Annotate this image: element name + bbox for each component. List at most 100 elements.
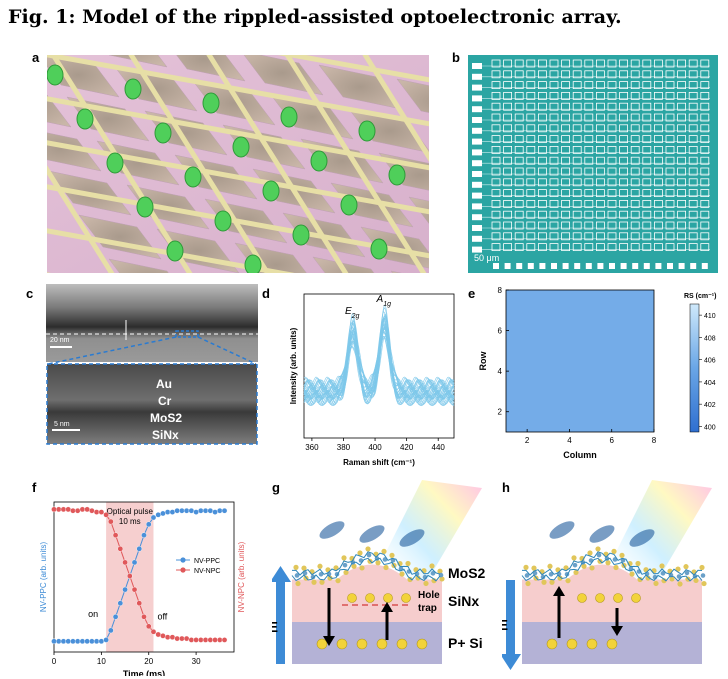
sulfur-atom	[335, 578, 341, 584]
data-point-nv-ppc	[98, 638, 105, 645]
chart-d-raman: 360 380 400 420 440 Raman shift (cm⁻¹) Intensi…	[289, 293, 455, 467]
data-point-nv-ppc	[122, 586, 128, 593]
sulfur-atom	[383, 564, 389, 571]
sulfur-atom	[431, 578, 437, 584]
sulfur-atom	[439, 576, 445, 582]
data-point-nv-npc	[164, 634, 171, 640]
sulfur-atom	[595, 546, 601, 552]
data-point-nv-ppc	[84, 638, 90, 645]
data-point-nv-ppc	[169, 509, 176, 515]
label-mos2: MoS2	[448, 565, 486, 581]
plot-frame	[53, 501, 235, 653]
sulfur-atom	[619, 552, 625, 558]
data-point-nv-npc	[126, 573, 133, 579]
hole-particle	[613, 593, 623, 603]
x-axis-title: Raman shift (cm⁻¹)	[343, 458, 415, 467]
data-point-nv-ppc	[216, 507, 223, 514]
x-tick-label: 440	[432, 443, 446, 452]
sulfur-atom	[375, 560, 381, 566]
molybdenum-atom	[596, 552, 602, 558]
sulfur-atom	[651, 568, 657, 574]
label-sinx: SiNx	[448, 593, 479, 609]
x-tick-label: 4	[567, 436, 572, 445]
colorbar-tick-label: 408	[704, 335, 716, 342]
data-point-nv-npc	[84, 506, 90, 513]
colorbar-tick-label: 400	[704, 424, 716, 431]
data-point-nv-ppc	[150, 514, 157, 521]
data-point-nv-npc	[193, 637, 199, 643]
data-point-nv-npc	[183, 635, 190, 642]
data-point-nv-ppc	[108, 627, 114, 634]
data-point-nv-ppc	[112, 613, 119, 620]
data-point-nv-npc	[93, 509, 100, 515]
figure-title: Fig. 1: Model of the rippled-assisted op…	[8, 6, 622, 28]
data-point-nv-npc	[103, 512, 109, 518]
data-point-nv-npc	[198, 637, 204, 643]
data-point-nv-ppc	[198, 507, 204, 514]
panel-b-micrograph: 50 μm	[468, 55, 718, 273]
sulfur-atom	[661, 578, 667, 584]
sulfur-atom	[701, 580, 707, 587]
sulfur-atom	[415, 575, 421, 581]
hole-particle	[566, 638, 578, 650]
data-point-nv-ppc	[74, 638, 81, 645]
legend-marker	[180, 557, 186, 563]
panel-label-h: h	[502, 480, 510, 495]
data-point-nv-ppc	[179, 507, 185, 514]
sulfur-atom	[653, 580, 659, 587]
data-point-nv-npc	[216, 637, 223, 643]
sulfur-atom	[343, 569, 349, 576]
lattice-bond	[521, 557, 703, 582]
sulfur-atom	[613, 564, 619, 571]
hole-particle	[396, 638, 408, 650]
photon-streak	[629, 529, 655, 547]
molybdenum-atom	[342, 562, 348, 568]
label-trap: trap	[418, 603, 437, 614]
sulfur-atom	[557, 575, 563, 581]
molybdenum-atom	[572, 562, 578, 568]
x-tick-label: 360	[305, 443, 319, 452]
data-point-nv-ppc	[131, 559, 138, 566]
data-point-nv-npc	[70, 507, 76, 514]
data-point-nv-npc	[202, 637, 209, 643]
legend-label-nv-npc: NV-NPC	[194, 568, 220, 575]
molybdenum-atom	[524, 573, 530, 578]
data-point-nv-ppc	[136, 546, 143, 552]
sulfur-atom	[301, 565, 307, 571]
scale-bar-c-bottom: 5 nm	[54, 421, 70, 428]
sulfur-atom	[523, 564, 529, 570]
legend-label-nv-ppc: NV-PPC	[194, 558, 220, 565]
photon-streak	[359, 525, 385, 543]
data-point-nv-ppc	[65, 638, 72, 645]
data-point-nv-ppc	[103, 637, 109, 643]
data-point-nv-ppc	[221, 507, 228, 514]
colorbar-tick-label: 402	[704, 402, 716, 409]
x-axis-title: Column	[563, 450, 597, 460]
field-label-g: E	[272, 619, 278, 636]
data-point-nv-npc	[108, 518, 114, 525]
x-tick-label: 6	[609, 436, 614, 445]
scale-bar-c-top: 20 nm	[50, 337, 70, 344]
panel-label-e: e	[468, 286, 476, 301]
data-point-nv-npc	[79, 506, 86, 513]
hole-particle	[383, 593, 393, 603]
photon-streak	[549, 521, 575, 539]
sulfur-atom	[669, 576, 675, 582]
hole-particle	[586, 638, 598, 650]
peak-label-e2g: E2g	[345, 306, 360, 320]
sulfur-atom	[645, 575, 651, 581]
data-point-nv-npc	[122, 559, 128, 566]
molybdenum-atom	[366, 552, 372, 558]
data-point-nv-npc	[89, 507, 95, 514]
x-tick-label: 20	[144, 657, 153, 666]
sulfur-atom	[423, 580, 429, 587]
sulfur-atom	[675, 566, 681, 572]
hole-particle	[606, 638, 618, 650]
sulfur-atom	[317, 563, 323, 569]
x-tick-label: 0	[52, 657, 57, 666]
panel-h-schematic: E	[502, 480, 712, 670]
molybdenum-atom	[294, 573, 300, 578]
data-point-nv-ppc	[188, 507, 195, 514]
x-tick-label: 8	[652, 436, 657, 445]
